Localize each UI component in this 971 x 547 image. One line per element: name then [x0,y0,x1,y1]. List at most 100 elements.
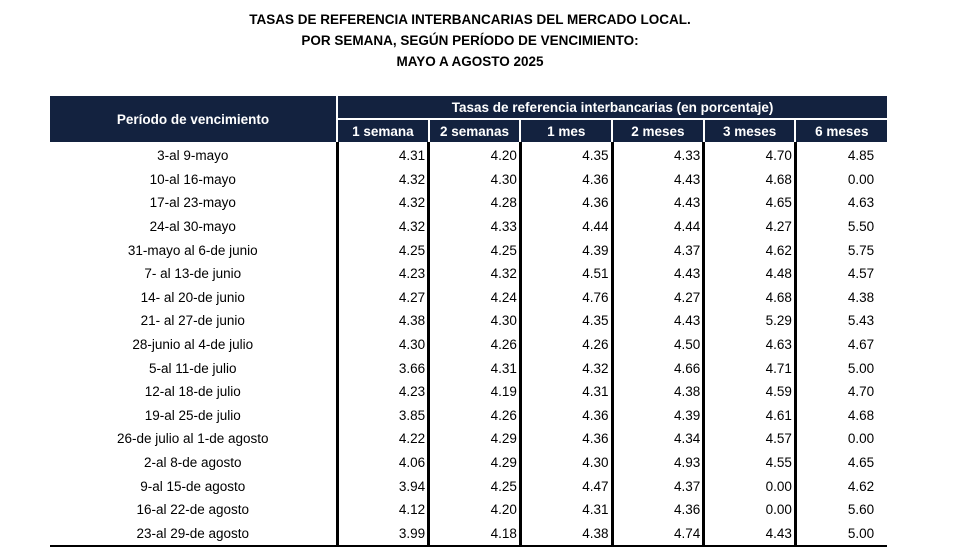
rate-cell: 4.55 [703,450,797,475]
period-cell: 24-al 30-mayo [50,214,339,239]
rate-cell: 4.57 [703,427,797,451]
rate-cell: 4.62 [847,478,875,494]
rate-cell: 4.36 [612,497,706,522]
rate-cell: 4.68 [847,407,875,423]
table-row: 2-al 8-de agosto 4.06 4.29 4.30 4.93 4.55 4.65 [50,450,887,475]
period-cell: 31-mayo al 6-de junio [50,238,339,262]
table-row: 3-al 9-mayo 4.31 4.20 4.35 4.33 4.70 4.85 [50,143,887,168]
rate-cell: 4.68 [703,285,797,310]
table-row: 9-al 15-de agosto 3.94 4.25 4.47 4.37 0.00 4.6… [50,474,887,498]
period-cell: 23-al 29-de agosto [50,521,339,547]
rate-cell: 4.30 [520,450,614,475]
rate-cell: 0.00 [847,171,875,187]
period-cell: 9-al 15-de agosto [50,474,339,498]
period-cell: 7- al 13-de junio [50,261,339,286]
document-title: TASAS DE REFERENCIA INTERBANCARIAS DEL M… [0,9,940,72]
rate-cell: 4.32 [520,356,614,380]
rate-cell: 4.34 [612,427,706,451]
period-cell: 3-al 9-mayo [50,143,339,168]
table-row: 26-de julio al 1-de agosto 4.22 4.29 4.36 4.… [50,427,887,451]
rate-cell: 4.43 [703,521,797,547]
rate-cell: 4.36 [520,403,614,428]
period-cell: 2-al 8-de agosto [50,450,339,475]
title-line-2: POR SEMANA, SEGÚN PERÍODO DE VENCIMIENTO… [301,33,639,48]
period-cell: 10-al 16-mayo [50,167,339,192]
rate-cell: 4.27 [337,285,431,310]
table-row: 10-al 16-mayo 4.32 4.30 4.36 4.43 4.68 0.00 [50,167,887,192]
rate-cell: 4.35 [520,143,614,168]
rate-cell: 4.26 [520,332,614,357]
rate-cell: 4.43 [612,191,706,215]
rate-cell: 4.93 [612,450,706,475]
rate-cell: 4.63 [703,332,797,357]
rate-cell: 4.33 [612,143,706,168]
table-row: 31-mayo al 6-de junio 4.25 4.25 4.39 4.37 4.6… [50,238,887,262]
rate-cell: 4.22 [337,427,431,451]
rate-cell: 4.25 [428,238,522,262]
period-cell: 21- al 27-de junio [50,309,339,333]
rate-cell: 4.20 [428,497,522,522]
rate-cell: 4.29 [428,427,522,451]
rate-cell: 4.37 [612,474,706,498]
table-row: 17-al 23-mayo 4.32 4.28 4.36 4.43 4.65 4.63 [50,191,887,215]
period-cell: 19-al 25-de julio [50,403,339,428]
column-header-1-semana: 1 semana [336,118,430,144]
period-cell: 26-de julio al 1-de agosto [50,427,339,451]
rate-cell: 4.61 [703,403,797,428]
table-row: 28-junio al 4-de julio 4.30 4.26 4.26 4.50 4.… [50,332,887,357]
rate-cell: 4.39 [520,238,614,262]
rate-cell: 4.31 [520,497,614,522]
rate-cell: 3.66 [337,356,431,380]
rate-cell: 4.36 [520,167,614,192]
rate-cell: 4.43 [612,261,706,286]
rate-cell: 3.85 [337,403,431,428]
rate-cell: 5.00 [795,521,888,547]
title-line-3: MAYO A AGOSTO 2025 [396,54,544,69]
period-cell: 5-al 11-de julio [50,356,339,380]
rate-cell: 4.29 [428,450,522,475]
rate-cell: 4.31 [337,143,431,168]
rate-cell: 4.20 [428,143,522,168]
column-header-2-semanas: 2 semanas [427,118,522,144]
rate-cell: 4.74 [612,521,706,547]
rate-cell: 4.30 [428,167,522,192]
rate-cell: 5.75 [847,242,875,258]
rate-cell: 4.57 [847,266,875,282]
rate-cell: 4.62 [703,238,797,262]
rate-cell: 4.28 [428,191,522,215]
rate-cell: 4.31 [428,356,522,380]
column-header-2-meses: 2 meses [611,118,705,144]
rate-cell: 4.38 [847,289,875,305]
table-row: 23-al 29-de agosto 3.99 4.18 4.38 4.74 4.43 5.… [50,521,888,547]
rate-cell: 3.99 [337,521,431,547]
rate-cell: 4.38 [612,379,706,404]
rate-cell: 4.66 [612,356,706,380]
rate-cell: 4.27 [612,285,706,310]
column-header-3-meses: 3 meses [702,118,797,144]
rate-cell: 4.19 [428,379,522,404]
rate-cell: 4.65 [703,191,797,215]
rate-cell: 4.32 [337,191,431,215]
table-row: 24-al 30-mayo 4.32 4.33 4.44 4.44 4.27 5.50 [50,214,887,239]
rate-cell: 4.47 [520,474,614,498]
rate-cell: 4.85 [847,148,875,164]
rate-cell: 4.59 [703,379,797,404]
table-row: 12-al 18-de julio 4.23 4.19 4.31 4.38 4.59 4.7… [50,379,887,404]
rate-cell: 4.06 [337,450,431,475]
rate-cell: 4.33 [428,214,522,239]
rate-cell: 4.68 [703,167,797,192]
rate-cell: 4.18 [428,521,522,547]
rate-cell: 4.23 [337,379,431,404]
column-header-6-meses: 6 meses [794,118,888,144]
rate-cell: 4.70 [847,384,875,400]
rate-cell: 4.50 [612,332,706,357]
rate-cell: 4.38 [337,309,431,333]
rate-cell: 5.43 [847,313,875,329]
rate-cell: 4.39 [612,403,706,428]
rate-cell: 4.38 [520,521,614,547]
rate-cell: 4.12 [337,497,431,522]
rate-cell: 4.67 [847,337,875,353]
table-row: 5-al 11-de julio 3.66 4.31 4.32 4.66 4.71 5.00 [50,356,887,380]
rate-cell: 5.60 [847,502,875,518]
period-cell: 28-junio al 4-de julio [50,332,339,357]
